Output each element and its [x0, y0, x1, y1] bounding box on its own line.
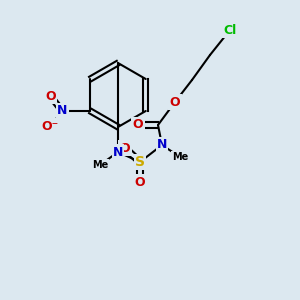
Text: O: O — [45, 89, 56, 103]
Text: O: O — [120, 142, 130, 154]
Text: O: O — [135, 176, 145, 188]
Text: N: N — [157, 139, 167, 152]
Text: O⁻: O⁻ — [42, 119, 59, 133]
Text: Cl: Cl — [224, 23, 237, 37]
Text: N: N — [57, 104, 68, 118]
Text: S: S — [135, 155, 145, 169]
Text: O: O — [170, 95, 180, 109]
Text: O: O — [133, 118, 143, 131]
Text: Me: Me — [92, 160, 108, 170]
Text: N: N — [113, 146, 123, 158]
Text: Me: Me — [172, 152, 188, 162]
